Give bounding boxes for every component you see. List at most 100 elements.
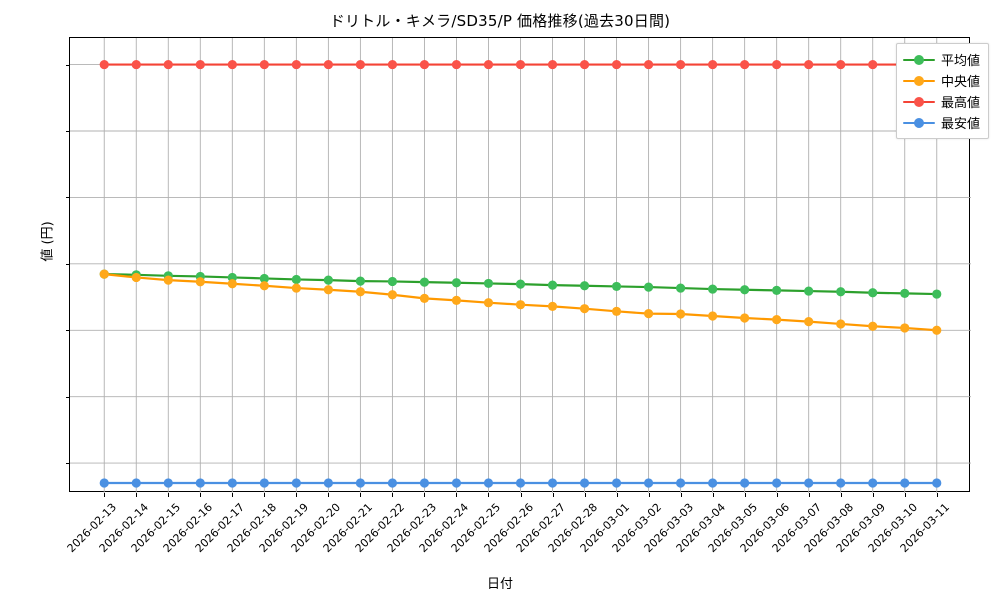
y-tick-mark bbox=[66, 64, 70, 66]
data-point bbox=[932, 289, 942, 299]
data-point bbox=[323, 275, 333, 285]
data-point bbox=[355, 59, 365, 70]
y-tick-mark bbox=[66, 463, 70, 465]
x-tick-mark bbox=[360, 493, 362, 497]
legend-marker-icon bbox=[913, 117, 924, 128]
x-tick-mark bbox=[648, 493, 650, 497]
x-tick-mark bbox=[232, 493, 234, 497]
data-point bbox=[483, 478, 494, 488]
x-tick-mark bbox=[104, 493, 106, 497]
data-point bbox=[772, 285, 782, 296]
legend-label: 中央値 bbox=[940, 75, 980, 90]
x-tick-mark bbox=[616, 493, 618, 497]
data-point bbox=[355, 478, 365, 488]
x-tick-mark bbox=[456, 493, 458, 497]
data-point bbox=[323, 59, 333, 70]
data-point bbox=[836, 478, 846, 488]
data-point bbox=[740, 59, 750, 70]
x-tick-mark bbox=[392, 493, 394, 497]
data-point bbox=[131, 478, 141, 488]
data-point bbox=[868, 321, 878, 331]
legend-swatch-icon bbox=[902, 74, 935, 88]
data-point bbox=[419, 478, 430, 488]
data-point bbox=[387, 276, 398, 287]
data-point bbox=[740, 478, 750, 488]
data-point bbox=[483, 278, 494, 289]
data-point bbox=[259, 273, 269, 284]
data-point bbox=[355, 276, 365, 286]
data-point bbox=[676, 309, 686, 319]
legend-label: 最安値 bbox=[940, 117, 980, 132]
y-tick-mark bbox=[66, 263, 70, 265]
data-point bbox=[836, 319, 846, 329]
data-point bbox=[868, 59, 878, 70]
data-point bbox=[708, 478, 718, 488]
data-point bbox=[772, 315, 782, 325]
y-tick-mark bbox=[66, 130, 70, 132]
x-tick-mark bbox=[488, 493, 490, 497]
data-point bbox=[259, 281, 269, 291]
x-tick-mark bbox=[904, 493, 906, 497]
x-axis-label: 日付 bbox=[486, 577, 513, 592]
data-point bbox=[483, 59, 494, 70]
data-point bbox=[900, 478, 910, 488]
data-point bbox=[643, 478, 654, 488]
legend-item[interactable]: 中央値 bbox=[902, 70, 980, 91]
data-point bbox=[772, 478, 782, 488]
data-point bbox=[579, 478, 590, 488]
data-point bbox=[227, 478, 237, 488]
data-point bbox=[291, 283, 301, 293]
chart-title: ドリトル・キメラ/SD35/P 価格推移(過去30日間) bbox=[329, 12, 671, 30]
data-point bbox=[131, 59, 141, 70]
legend-item[interactable]: 最安値 bbox=[902, 112, 980, 133]
x-tick-mark bbox=[424, 493, 426, 497]
data-point bbox=[163, 59, 173, 70]
plot-area: 406080100120140160 2026-02-132026-02-142… bbox=[65, 37, 971, 555]
legend-item[interactable]: 平均値 bbox=[902, 49, 980, 70]
data-point bbox=[259, 478, 269, 488]
data-point bbox=[547, 301, 558, 311]
data-point bbox=[643, 309, 654, 319]
data-point bbox=[451, 278, 462, 288]
data-point bbox=[259, 59, 269, 70]
y-tick-mark bbox=[66, 197, 70, 199]
data-point bbox=[611, 281, 622, 292]
data-series-layer bbox=[99, 59, 942, 488]
data-point bbox=[643, 282, 654, 292]
data-point bbox=[804, 317, 814, 327]
y-tick-mark bbox=[66, 396, 70, 398]
data-point bbox=[419, 59, 430, 70]
data-point bbox=[515, 478, 526, 488]
x-tick-mark bbox=[872, 493, 874, 497]
data-point bbox=[131, 272, 141, 283]
data-point bbox=[772, 59, 782, 70]
data-point bbox=[163, 478, 173, 488]
legend-swatch-icon bbox=[902, 116, 935, 130]
x-tick-mark bbox=[744, 493, 746, 497]
data-point bbox=[804, 286, 814, 296]
x-tick-mark bbox=[136, 493, 138, 497]
data-point bbox=[579, 59, 590, 70]
x-tick-mark bbox=[584, 493, 586, 497]
data-point bbox=[579, 304, 590, 314]
x-tick-mark bbox=[264, 493, 266, 497]
data-point bbox=[515, 300, 526, 310]
data-point bbox=[740, 285, 750, 295]
data-point bbox=[740, 313, 750, 323]
data-point bbox=[676, 478, 686, 488]
x-tick-mark bbox=[680, 493, 682, 497]
data-point bbox=[643, 59, 654, 70]
data-point bbox=[676, 283, 686, 293]
data-point bbox=[195, 59, 205, 70]
data-point bbox=[708, 284, 718, 294]
x-tick-mark bbox=[200, 493, 202, 497]
data-point bbox=[99, 269, 109, 279]
data-point bbox=[419, 293, 430, 303]
x-tick-mark bbox=[168, 493, 170, 497]
data-point bbox=[547, 59, 558, 70]
x-tick-mark bbox=[552, 493, 554, 497]
legend-item[interactable]: 最高値 bbox=[902, 91, 980, 112]
legend-label: 最高値 bbox=[940, 96, 980, 111]
legend-marker-icon bbox=[913, 75, 924, 86]
data-point bbox=[868, 478, 878, 488]
